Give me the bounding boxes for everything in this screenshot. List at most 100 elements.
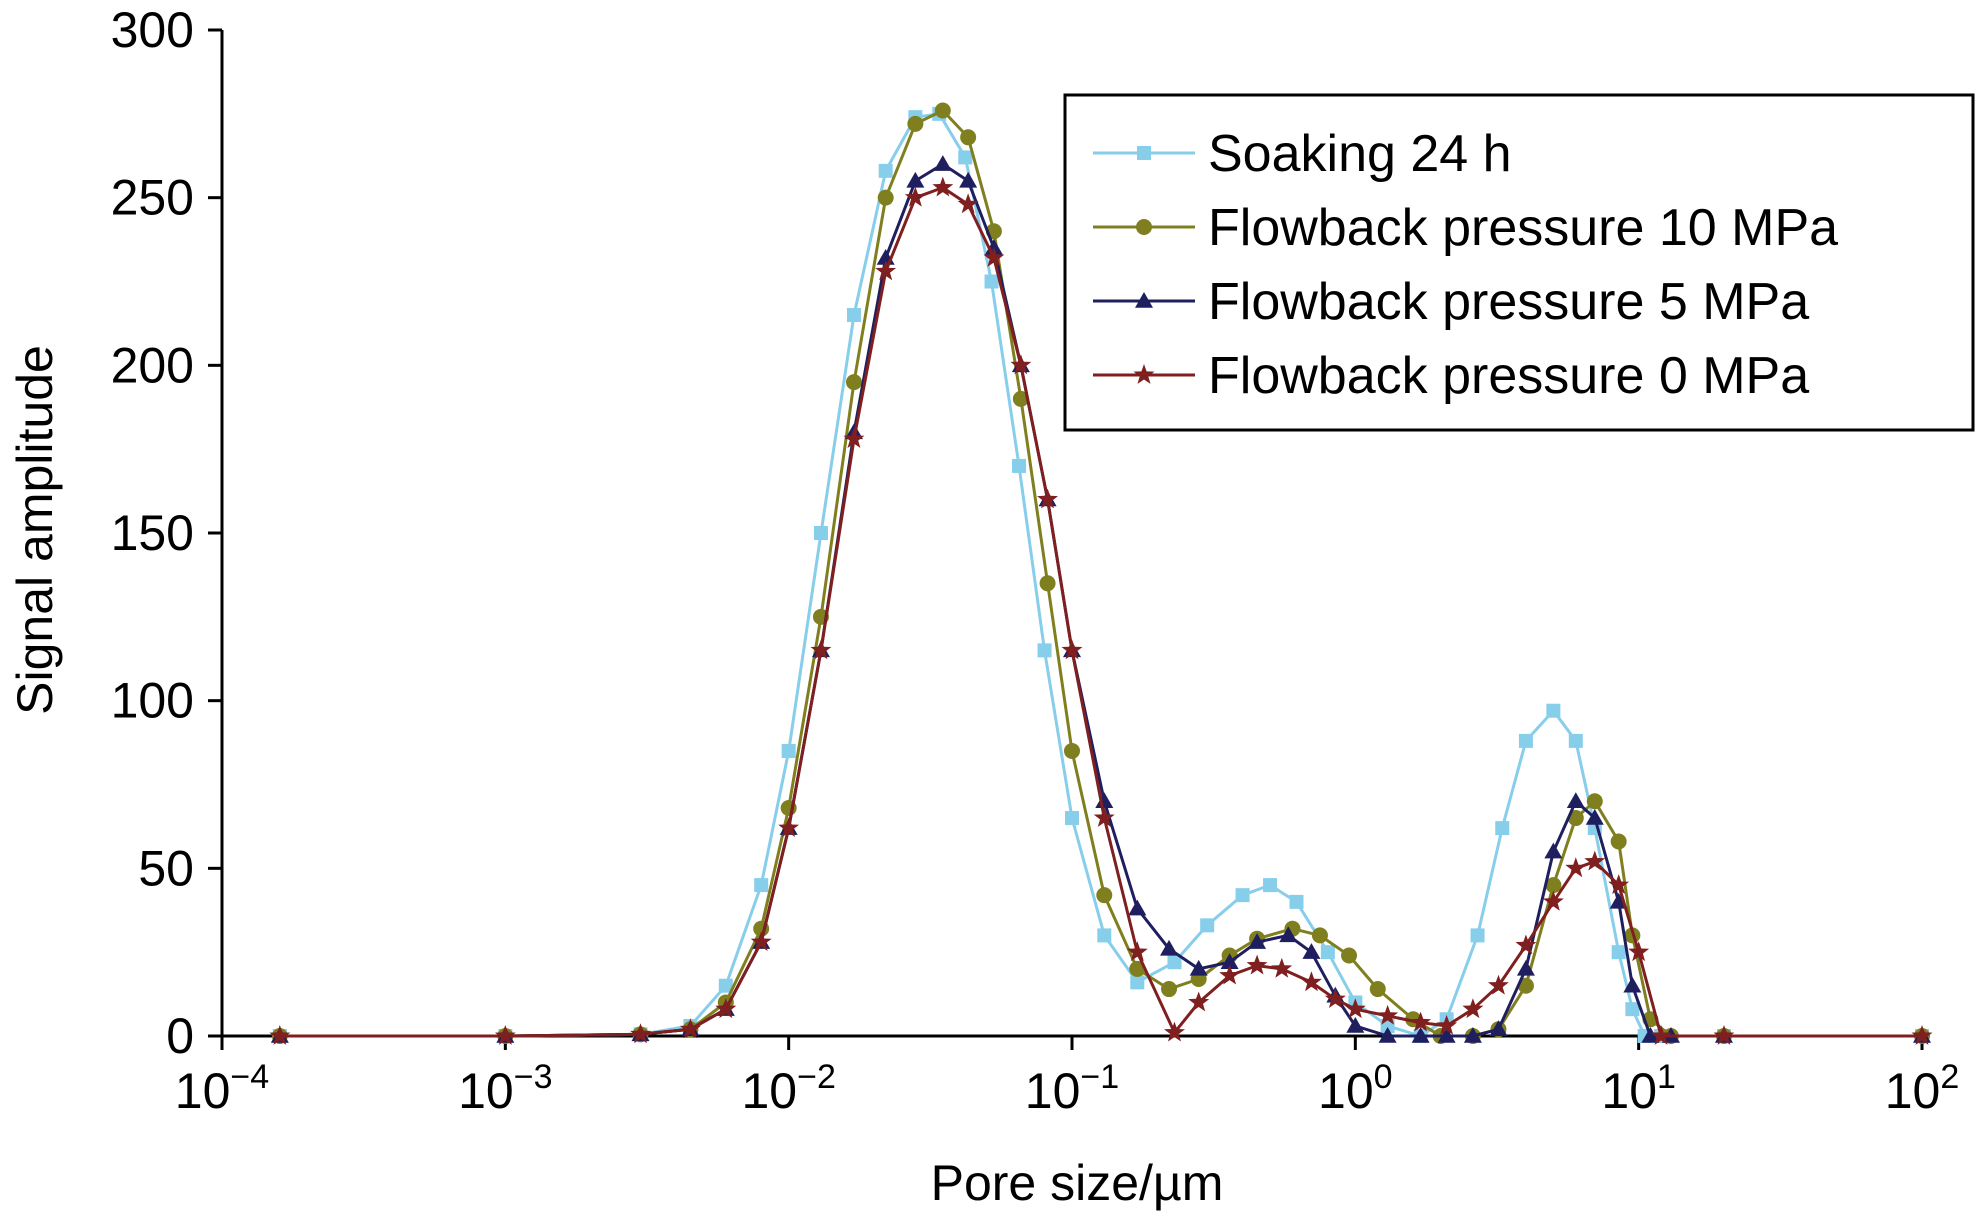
series-lines [269, 102, 1933, 1045]
data-point [1129, 960, 1146, 977]
data-point [906, 171, 925, 188]
legend-entry-4: Flowback pressure 0 MPa [1093, 347, 1809, 405]
data-point [813, 526, 828, 540]
y-tick-label: 250 [111, 170, 194, 226]
y-tick-label: 150 [111, 505, 194, 561]
data-point [1302, 943, 1321, 959]
legend-label: Flowback pressure 10 MPa [1208, 199, 1838, 257]
data-point [1585, 809, 1604, 825]
data-point [1167, 955, 1182, 970]
data-point [1462, 998, 1484, 1019]
data-point [750, 931, 772, 951]
data-point [1566, 792, 1585, 809]
data-point [1567, 810, 1584, 827]
data-point [1037, 643, 1052, 658]
legend-swatch-marker [1136, 219, 1152, 235]
data-point [1470, 928, 1485, 943]
data-point [957, 193, 979, 214]
data-point [1161, 981, 1178, 998]
y-tick-label: 300 [111, 2, 194, 58]
data-point [630, 1023, 651, 1044]
data-point [934, 102, 951, 119]
data-point [1515, 934, 1537, 955]
y-tick-label: 50 [138, 840, 194, 896]
data-point [1623, 976, 1642, 993]
x-tick-label: 10−3 [458, 1058, 552, 1119]
data-point [1263, 878, 1278, 893]
data-point [1130, 975, 1145, 990]
data-point [1189, 959, 1208, 976]
data-point [1064, 742, 1080, 759]
data-point [984, 274, 999, 289]
data-point [1095, 792, 1114, 809]
data-point [1378, 1027, 1397, 1043]
legend-swatch-marker [1133, 364, 1155, 384]
data-point [877, 189, 894, 206]
data-point [904, 186, 926, 207]
data-point [1650, 1025, 1672, 1045]
y-tick-label: 200 [111, 337, 194, 393]
data-point [960, 129, 977, 146]
data-point [1641, 1027, 1660, 1043]
legend-label: Flowback pressure 5 MPa [1208, 273, 1809, 331]
data-point [845, 374, 862, 391]
data-point [1346, 1016, 1365, 1033]
data-point [1096, 887, 1113, 904]
data-point [1495, 821, 1510, 836]
data-point [878, 163, 893, 178]
x-tick-label: 10−4 [175, 1058, 269, 1119]
legend-entry-3: Flowback pressure 5 MPa [1093, 273, 1809, 331]
data-point [1235, 888, 1250, 903]
data-point [1271, 957, 1293, 978]
data-point [1097, 928, 1112, 943]
x-tick-label: 10−2 [741, 1058, 835, 1119]
data-point [1518, 733, 1533, 748]
series-4 [269, 176, 1933, 1045]
data-point [843, 428, 865, 448]
data-point [1489, 1020, 1508, 1037]
data-point [958, 150, 973, 165]
legend-label: Soaking 24 h [1208, 125, 1512, 183]
legend-entry-2: Flowback pressure 10 MPa [1093, 199, 1838, 257]
data-point [1012, 390, 1029, 407]
data-point [1542, 890, 1564, 911]
data-point [1246, 954, 1268, 975]
data-point [1188, 991, 1210, 1012]
data-point [1093, 807, 1115, 827]
data-point [932, 176, 954, 197]
data-point [983, 247, 1005, 267]
data-point [1488, 974, 1509, 995]
data-point [1565, 857, 1587, 878]
data-point [1586, 793, 1603, 810]
data-point [1546, 703, 1561, 718]
data-point [1436, 1014, 1458, 1035]
x-axis-label: Pore size/µm [931, 1155, 1224, 1211]
data-point [1516, 959, 1535, 976]
data-point [1219, 964, 1241, 985]
data-point [1411, 1027, 1430, 1043]
data-point [754, 878, 769, 893]
data-point [933, 155, 952, 171]
data-point [1301, 971, 1322, 992]
data-point [1568, 733, 1583, 748]
data-point [1625, 1002, 1640, 1017]
data-point [718, 978, 733, 993]
data-point [907, 115, 924, 132]
data-point [1039, 575, 1056, 592]
tick-labels: 0 50 100 150 200 250 300 10−4 10−3 10−2 10−1 100 101… [111, 2, 1960, 1119]
data-point [1061, 639, 1083, 660]
data-point [959, 171, 978, 188]
data-point [1011, 458, 1026, 473]
data-point [1248, 933, 1267, 949]
data-point [1463, 1027, 1482, 1043]
y-tick-label: 0 [166, 1008, 194, 1064]
x-tick-label: 10−1 [1025, 1058, 1119, 1119]
data-point [1377, 1004, 1399, 1025]
data-point [1517, 977, 1534, 994]
data-point [1911, 1025, 1933, 1045]
data-point [1160, 939, 1179, 956]
data-point [1544, 842, 1563, 859]
data-point [781, 743, 796, 758]
y-axis-label: Signal amplitude [7, 345, 63, 715]
